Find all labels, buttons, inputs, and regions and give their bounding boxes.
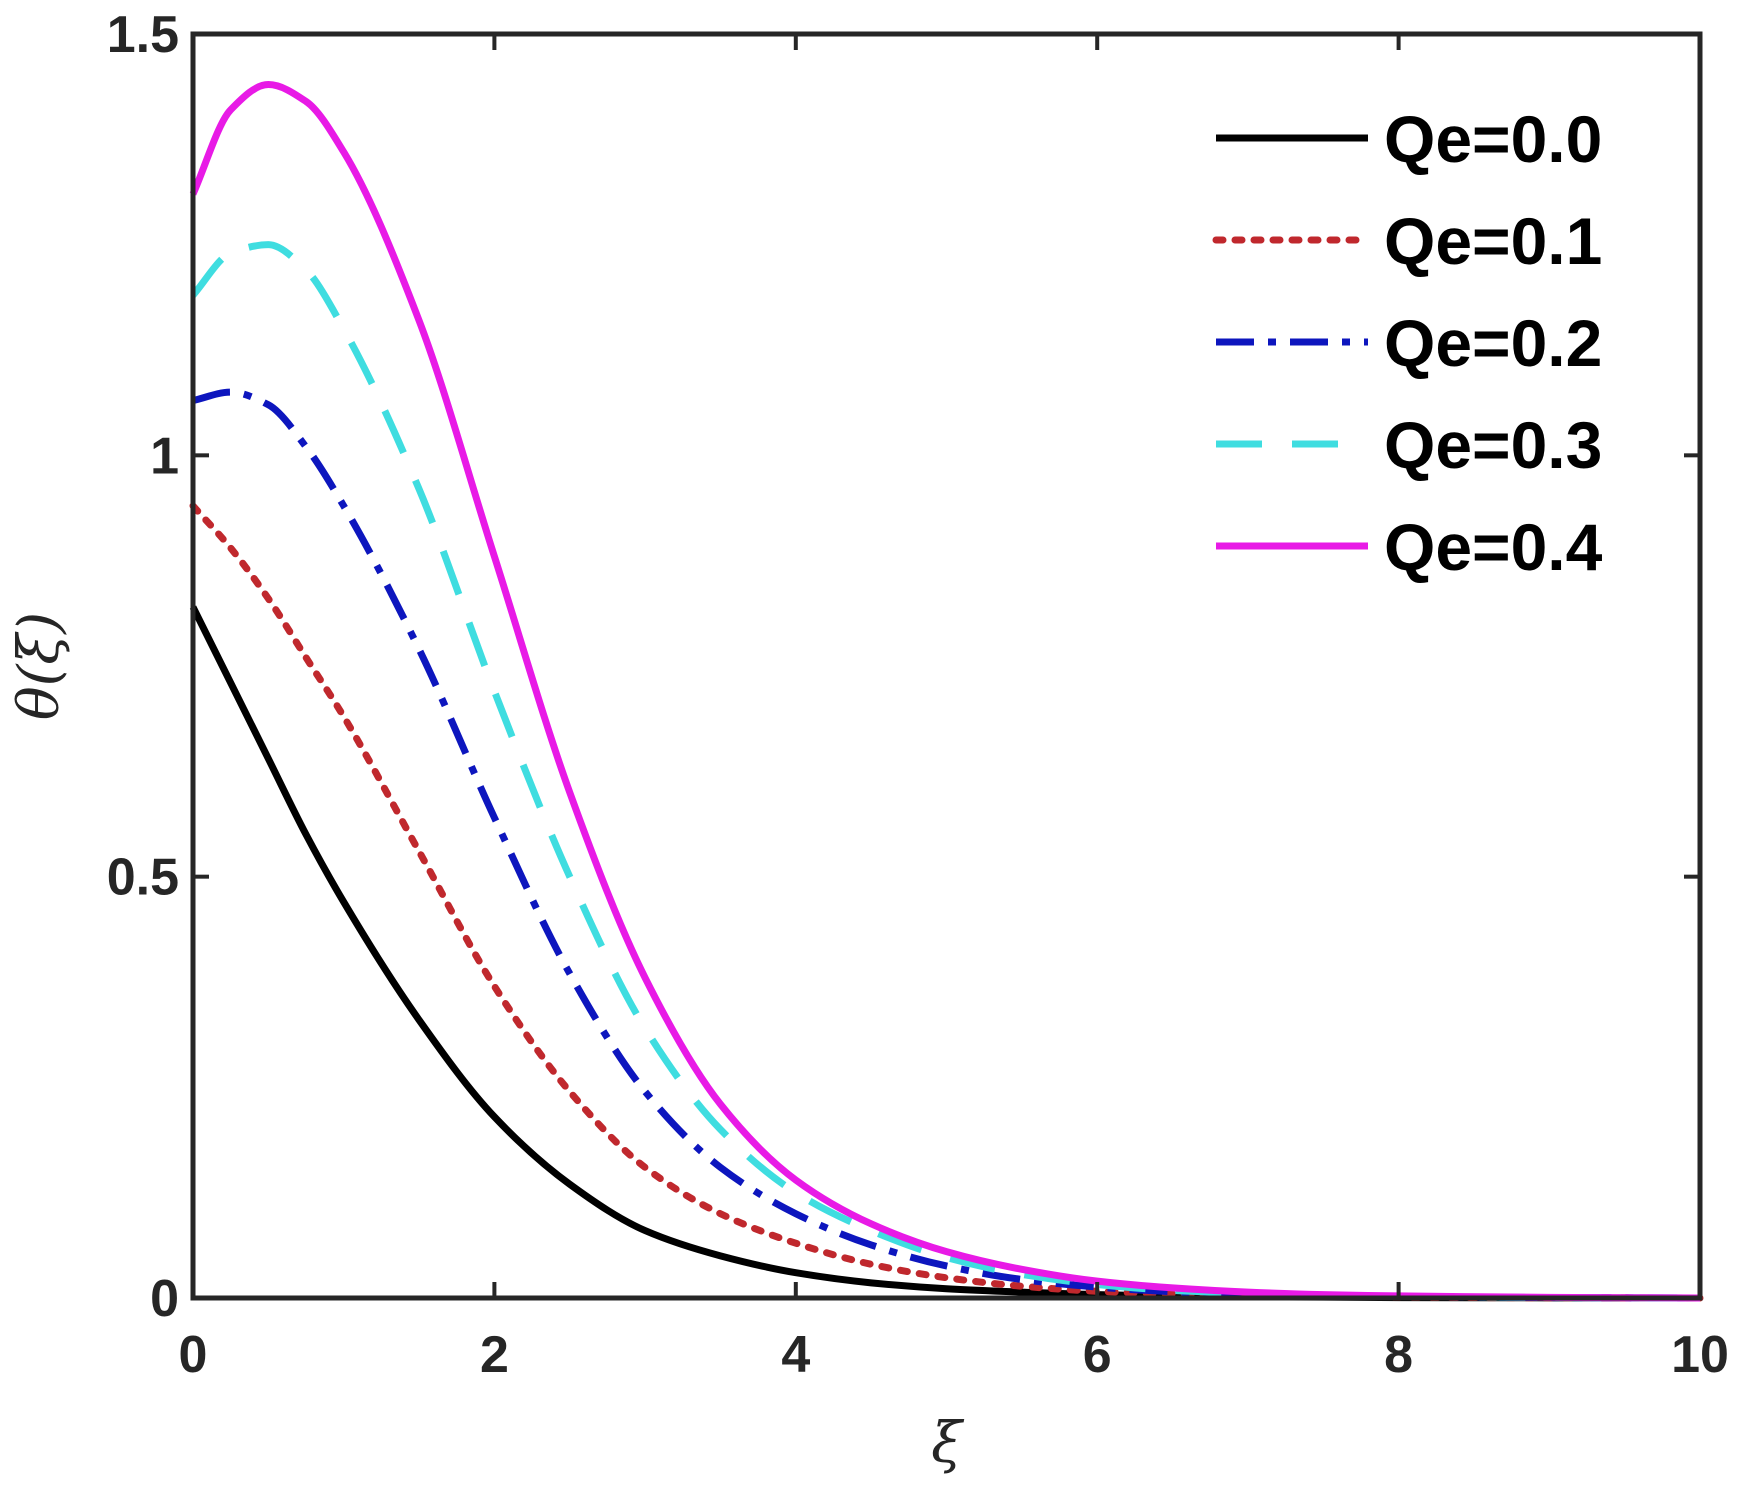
y-tick-label: 0.5	[107, 849, 179, 907]
y-axis-label: θ(ξ)	[7, 612, 72, 720]
x-tick-label: 8	[1384, 1326, 1413, 1384]
series-line-4	[189, 81, 1701, 1302]
series-line-2	[192, 388, 1701, 1302]
x-tick-label: 4	[781, 1326, 810, 1384]
legend-label-4: Qe=0.4	[1384, 510, 1603, 584]
y-tick-label: 0	[150, 1270, 179, 1328]
legend: Qe=0.0 Qe=0.1 Qe=0.2 Qe=0.3 Qe=0.4	[1212, 102, 1603, 584]
x-tick-label: 10	[1671, 1326, 1729, 1384]
plot-frame	[190, 31, 1703, 1301]
legend-label-2: Qe=0.2	[1384, 306, 1602, 380]
legend-label-0: Qe=0.0	[1384, 102, 1602, 176]
series-line-3	[190, 241, 1701, 1302]
x-tick-label: 6	[1083, 1326, 1112, 1384]
legend-label-1: Qe=0.1	[1384, 204, 1602, 278]
ticks-layer: 0 2 4 6 8 10 0 0.5 1 1.5	[107, 6, 1729, 1384]
y-tick-label: 1.5	[107, 6, 179, 64]
x-tick-label: 2	[480, 1326, 509, 1384]
x-axis-label: ξ	[931, 1411, 965, 1476]
x-tick-label: 0	[179, 1326, 208, 1384]
y-tick-label: 1	[150, 427, 179, 485]
legend-label-3: Qe=0.3	[1384, 408, 1602, 482]
